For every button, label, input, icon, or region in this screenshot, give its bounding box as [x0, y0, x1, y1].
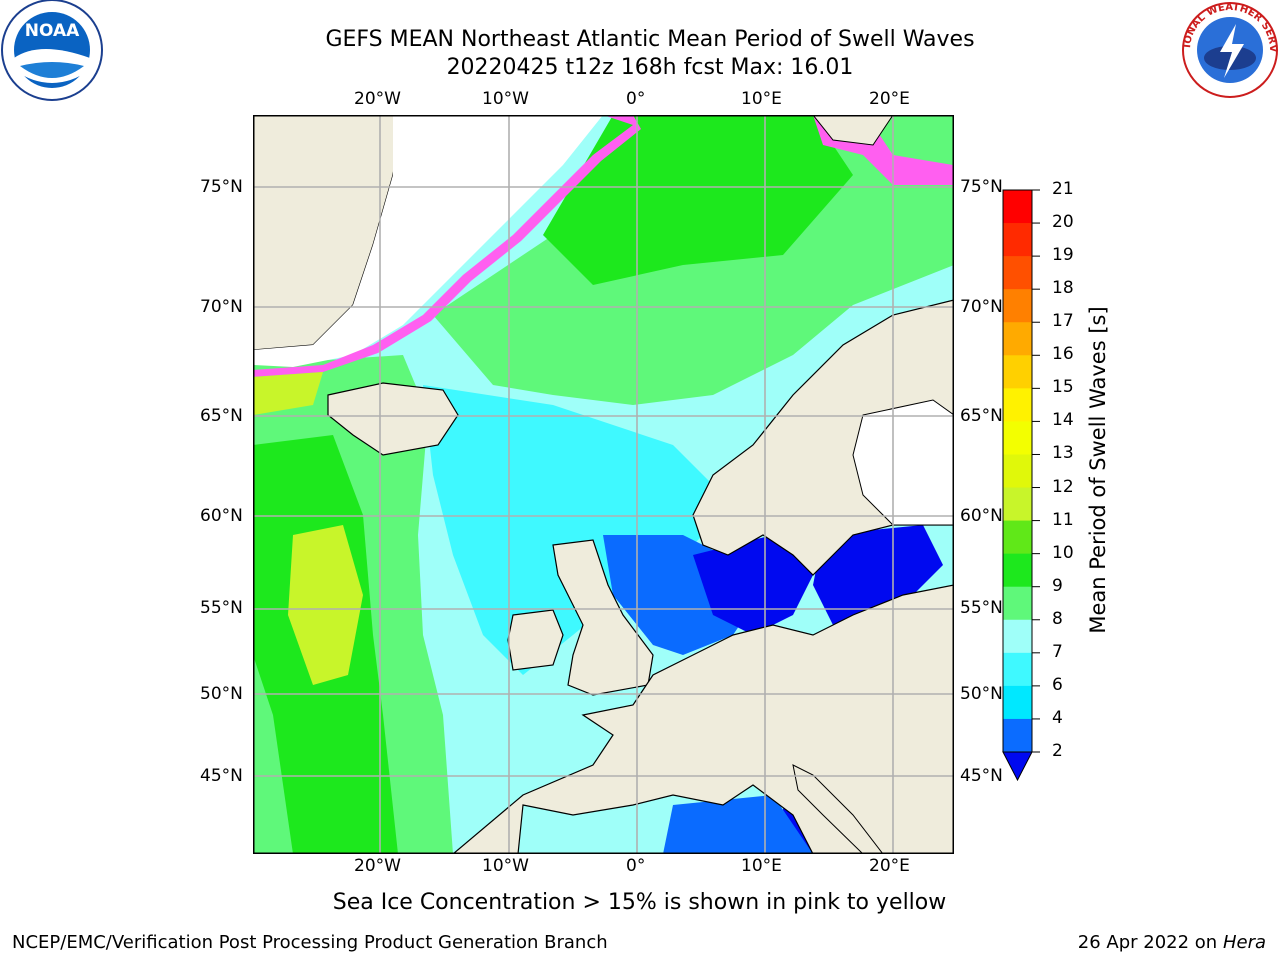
- lon-tick-bottom: 10°E: [741, 856, 782, 876]
- lat-tick-left: 50°N: [200, 684, 243, 704]
- colorbar-tick-label: 2: [1052, 741, 1063, 761]
- colorbar-under-arrow: [1002, 751, 1033, 782]
- iceland-landmass: [327, 382, 459, 456]
- colorbar-tick-label: 7: [1052, 641, 1063, 662]
- lat-tick-right: 75°N: [960, 177, 1003, 197]
- colorbar-frame: [1002, 189, 1033, 753]
- colorbar-tick-label: 10: [1052, 542, 1074, 563]
- noaa-logo: NOAA: [0, 0, 104, 108]
- colorbar-tick-label: 20: [1052, 212, 1074, 233]
- colorbar-tick-label: 14: [1052, 410, 1074, 431]
- gulf-of-bothnia-no-data: [852, 399, 954, 526]
- lon-tick-bottom: 0°: [626, 856, 646, 876]
- footer-machine: Hera: [1222, 932, 1266, 953]
- colorbar-tick-label: 12: [1052, 476, 1074, 497]
- colorbar-segment: [1003, 520, 1032, 555]
- lat-tick-right: 60°N: [960, 506, 1003, 526]
- colorbar-segment: [1003, 553, 1032, 588]
- lat-tick-left: 60°N: [200, 506, 243, 526]
- colorbar-tick-label: 4: [1052, 707, 1063, 728]
- colorbar-segment: [1003, 487, 1032, 522]
- swell-zone-cyan-central: [423, 385, 733, 675]
- noaa-logo-text: NOAA: [25, 21, 80, 41]
- colorbar-segment: [1003, 355, 1032, 389]
- italy-landmass: [792, 764, 884, 854]
- sea-ice-caption: Sea Ice Concentration > 15% is shown in …: [332, 890, 947, 915]
- swell-zone-max: [288, 525, 363, 685]
- colorbar-tick-label: 15: [1052, 377, 1074, 398]
- lon-tick-top: 10°E: [741, 89, 782, 109]
- colorbar-label: Mean Period of Swell Waves [s]: [1086, 306, 1110, 634]
- swell-zone-darkblue-baltic: [813, 525, 943, 625]
- colorbar-tick-label: 13: [1052, 443, 1074, 464]
- colorbar: [1002, 189, 1040, 782]
- colorbar-tick-label: 9: [1052, 575, 1063, 596]
- national-weather-service-logo: NATIONAL WEATHER SERVICE: [1176, 0, 1280, 104]
- colorbar-segment: [1003, 652, 1032, 687]
- lat-tick-right: 45°N: [960, 766, 1003, 786]
- graticule: [253, 115, 954, 854]
- colorbar-segment: [1003, 685, 1032, 720]
- swell-zone-darkblue-skagerrak: [693, 535, 813, 635]
- lat-tick-left: 55°N: [200, 598, 243, 618]
- colorbar-tick-label: 8: [1052, 608, 1063, 629]
- colorbar-segment: [1003, 619, 1032, 654]
- lat-tick-left: 45°N: [200, 766, 243, 786]
- lon-tick-bottom: 20°E: [869, 856, 910, 876]
- footer-credit: NCEP/EMC/Verification Post Processing Pr…: [12, 932, 608, 953]
- lon-tick-top: 0°: [626, 89, 646, 109]
- continental-europe-landmass: [452, 584, 954, 854]
- colorbar-segment: [1003, 454, 1032, 489]
- lat-tick-right: 55°N: [960, 598, 1003, 618]
- colorbar-segment: [1003, 718, 1032, 753]
- colorbar-tick-label: 18: [1052, 278, 1074, 299]
- lat-tick-left: 65°N: [200, 406, 243, 426]
- lat-tick-right: 70°N: [960, 297, 1003, 317]
- colorbar-segment: [1003, 223, 1032, 257]
- colorbar-tick-label: 6: [1052, 674, 1063, 695]
- lon-tick-top: 20°E: [869, 89, 910, 109]
- footer-date-text: 26 Apr 2022 on: [1077, 932, 1223, 953]
- colorbar-tick-label: 21: [1052, 179, 1074, 199]
- lon-tick-bottom: 20°W: [354, 856, 401, 876]
- colorbar-segment: [1003, 322, 1032, 356]
- lat-tick-right: 50°N: [960, 684, 1003, 704]
- swell-zone-blue-mediterranean: [663, 795, 813, 854]
- lon-tick-top: 20°W: [354, 89, 401, 109]
- swell-period-map: [253, 115, 954, 854]
- colorbar-tick-label: 17: [1052, 311, 1074, 332]
- colorbar-tick-label: 11: [1052, 509, 1074, 530]
- chart-title-line2: 20220425 t12z 168h fcst Max: 16.01: [446, 55, 854, 80]
- lat-tick-left: 70°N: [200, 297, 243, 317]
- colorbar-segment: [1003, 586, 1032, 621]
- map-frame: [253, 115, 954, 854]
- chart-title-line1: GEFS MEAN Northeast Atlantic Mean Period…: [325, 27, 975, 52]
- footer-date: 26 Apr 2022 on Hera: [1078, 932, 1266, 953]
- lat-tick-left: 75°N: [200, 177, 243, 197]
- lon-tick-top: 10°W: [482, 89, 529, 109]
- colorbar-segment: [1003, 289, 1032, 323]
- svalbard-landmass: [812, 115, 894, 146]
- swell-zone-brightgreen-north: [543, 115, 853, 285]
- colorbar-segment: [1003, 388, 1032, 422]
- colorbar-tick-label: 19: [1052, 245, 1074, 266]
- great-britain-landmass: [552, 539, 654, 696]
- lon-tick-bottom: 10°W: [482, 856, 529, 876]
- ice-no-data-area: [253, 115, 603, 367]
- colorbar-segment: [1003, 256, 1032, 290]
- colorbar-segment: [1003, 190, 1032, 224]
- colorbar-tick-label: 16: [1052, 344, 1074, 365]
- ireland-landmass: [507, 609, 564, 671]
- sea-ice-yellow-zone: [253, 372, 323, 415]
- colorbar-segment: [1003, 421, 1032, 455]
- lat-tick-right: 65°N: [960, 406, 1003, 426]
